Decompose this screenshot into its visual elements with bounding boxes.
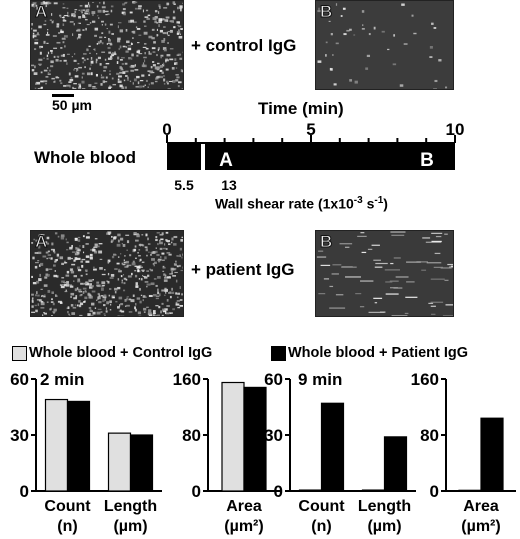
bar-control [221, 381, 245, 492]
bar-control [298, 489, 323, 492]
bar-panel-2: 0 80 160 Area (µm²) [173, 370, 280, 535]
bar-control [458, 489, 482, 492]
bar-panel-3: 0 30 60 9 min Count (n) Length (µm) [264, 370, 416, 535]
micrograph-label: B [319, 232, 333, 251]
y-tick-label: 80 [182, 426, 201, 445]
timeline-segment-1 [167, 143, 201, 170]
micrograph-top-a: A [30, 0, 184, 90]
y-tick-label: 0 [430, 482, 439, 501]
x-category-unit: (µm) [367, 518, 401, 535]
timeline-marker-b: B [420, 150, 434, 171]
micrograph-label: A [34, 232, 48, 251]
timeline-marker-a: A [219, 150, 233, 171]
bar-patient [320, 402, 345, 492]
panel-title: 2 min [40, 370, 84, 389]
panel-title: 9 min [298, 370, 342, 389]
shear-axis-close: ) [383, 195, 388, 212]
y-tick-label: 160 [411, 370, 439, 389]
micrograph-bottom-a: A [30, 230, 184, 317]
scale-bar [52, 94, 74, 97]
bar-charts: 0 30 60 2 min Count (n) Length (µm) 0 80 160 Area (µ… [10, 370, 516, 535]
y-tick-label: 0 [274, 482, 283, 501]
timeline-title: Time (min) [258, 99, 344, 118]
condition-label-patient: + patient IgG [191, 260, 295, 279]
x-category-label: Length [358, 498, 411, 515]
legend-swatch-control [12, 346, 27, 361]
scale-bar-label: 50 µm [52, 97, 92, 113]
bar-panel-4: 0 80 160 Area (µm²) [411, 370, 516, 535]
y-tick-label: 0 [20, 482, 29, 501]
shear-axis-text: Wall shear rate (1x10 [215, 195, 354, 212]
bar-control [107, 432, 132, 492]
micrograph-bottom-b: B [315, 230, 454, 317]
x-category-label: Length [104, 498, 157, 515]
timeline-tick-10: 10 [446, 120, 465, 139]
x-category-unit: (µm) [113, 518, 147, 535]
condition-label-control: + control IgG [191, 36, 297, 55]
legend-swatch-patient [271, 346, 286, 361]
x-category-unit: (n) [57, 518, 77, 535]
bar-panel-1: 0 30 60 2 min Count (n) Length (µm) [10, 370, 162, 535]
shear-axis-unit-exp: -1 [374, 195, 384, 206]
legend-label-control: Whole blood + Control IgG [29, 345, 213, 361]
y-tick-label: 30 [10, 426, 29, 445]
x-category-unit: (µm²) [461, 518, 500, 535]
legend-label-patient: Whole blood + Patient IgG [288, 345, 469, 361]
shear-value-2: 13 [221, 177, 237, 193]
shear-axis-exp: -3 [353, 195, 363, 206]
x-category-unit: (n) [311, 518, 331, 535]
y-tick-label: 30 [264, 426, 283, 445]
micrograph-label: B [319, 2, 333, 21]
timeline-tick-5: 5 [306, 120, 315, 139]
bar-patient [129, 434, 154, 492]
y-tick-label: 60 [264, 370, 283, 389]
timeline-tick-0: 0 [162, 120, 171, 139]
bar-control [44, 398, 69, 492]
timeline-segment-2 [205, 143, 455, 170]
micrograph-label: A [34, 2, 48, 21]
y-tick-label: 0 [192, 482, 201, 501]
timeline: 0 5 10 A B 5.5 13 [162, 120, 465, 193]
bar-patient [243, 386, 267, 492]
bar-patient [383, 436, 408, 492]
x-category-label: Count [44, 498, 91, 515]
bar-patient [66, 400, 91, 492]
x-category-unit: (µm²) [224, 518, 263, 535]
shear-axis-unit: s [362, 195, 375, 212]
timeline-row-label: Whole blood [34, 148, 136, 167]
x-category-label: Area [463, 498, 499, 515]
y-tick-label: 60 [10, 370, 29, 389]
x-category-label: Area [226, 498, 262, 515]
y-tick-label: 80 [420, 426, 439, 445]
bar-control [361, 489, 386, 492]
bar-patient [480, 417, 504, 492]
y-tick-label: 160 [173, 370, 201, 389]
micrograph-top-b: B [315, 0, 454, 90]
shear-axis-label: Wall shear rate (1x10-3 s-1) [215, 195, 388, 212]
shear-value-1: 5.5 [174, 177, 194, 193]
x-category-label: Count [298, 498, 345, 515]
